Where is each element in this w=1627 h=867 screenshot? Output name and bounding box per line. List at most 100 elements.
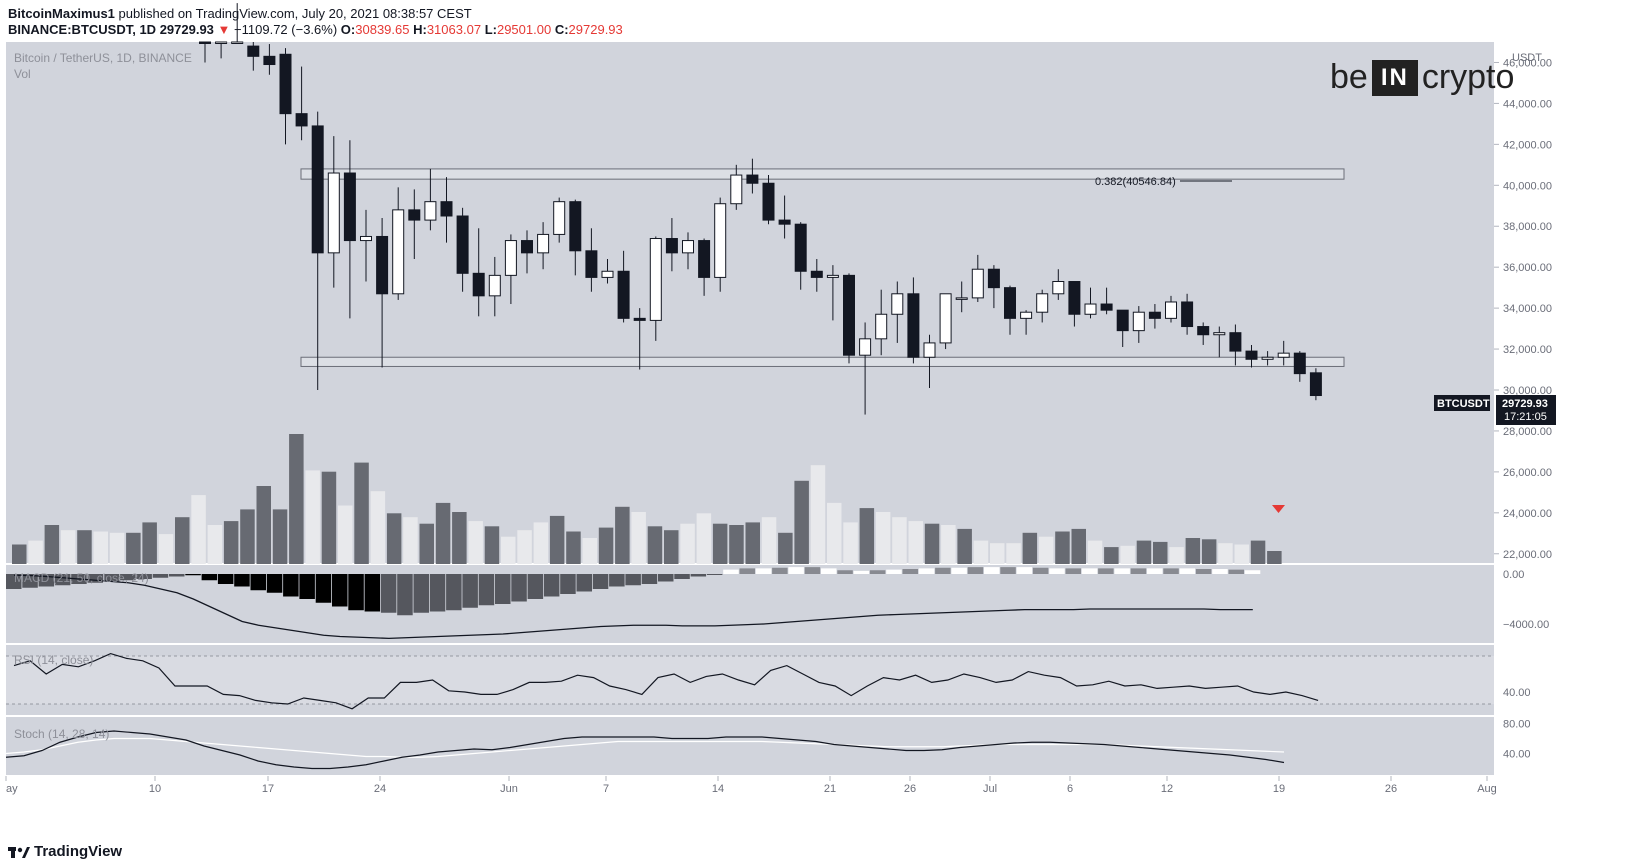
candle-body — [376, 235, 389, 295]
volume-bar — [745, 522, 760, 564]
volume-bar — [272, 509, 288, 564]
macd-histogram-bar — [869, 570, 886, 574]
high-value: 31063.07 — [426, 22, 482, 37]
volume-bar — [1267, 551, 1282, 564]
low-value: 29501.00 — [496, 22, 552, 37]
price-tick-label: 32,000.00 — [1503, 344, 1552, 356]
time-tick-label: 21 — [824, 783, 836, 795]
macd-tick-label: −4000.00 — [1503, 619, 1549, 631]
candle-body — [1116, 309, 1129, 332]
stoch-layer: 80.00 40.00 — [5, 719, 1531, 770]
published-text: published on TradingView.com, July 20, 2… — [118, 6, 472, 21]
macd-histogram-bar — [250, 574, 266, 591]
volume-bar — [12, 544, 27, 564]
volume-bar — [1169, 547, 1184, 564]
candle-body — [1309, 372, 1322, 397]
candle-body — [215, 41, 228, 44]
macd-histogram-bar — [120, 574, 136, 581]
time-tick-label: 26 — [1385, 783, 1397, 795]
publication-header: BitcoinMaximus1 published on TradingView… — [0, 0, 1627, 42]
price-tick-label: 42,000.00 — [1503, 139, 1552, 151]
macd-histogram-bar — [918, 568, 935, 574]
price-pane-bg — [6, 42, 1494, 564]
fib-label: 0.382(40546.84) — [1095, 176, 1176, 188]
volume-bar — [973, 540, 989, 564]
volume-bar — [892, 517, 907, 564]
macd-histogram-bar — [266, 574, 283, 593]
volume-bar — [1250, 540, 1266, 564]
volume-bar — [1006, 543, 1021, 564]
last-price-tag-value: 29729.93 — [1502, 398, 1548, 410]
candle-body — [311, 125, 324, 254]
price-tick-label: 46,000.00 — [1503, 57, 1552, 69]
volume-bar — [28, 540, 43, 564]
candle-body — [1245, 350, 1258, 360]
rsi-band — [6, 656, 1494, 704]
candle-body — [649, 238, 662, 321]
candle-body — [456, 215, 469, 274]
volume-bar — [1104, 547, 1119, 564]
price-tick-label: 44,000.00 — [1503, 98, 1552, 110]
volume-bar — [908, 521, 923, 564]
macd-histogram-bar — [804, 567, 821, 574]
volume-bar — [207, 525, 223, 564]
volume-bar — [240, 509, 255, 564]
brand-box: IN — [1371, 59, 1418, 96]
candle-body — [859, 338, 872, 356]
volume-bar — [827, 502, 842, 564]
volume-bar — [696, 513, 712, 564]
volume-bar — [1218, 543, 1233, 564]
vol-label: Vol — [14, 67, 31, 81]
candle-body — [891, 293, 904, 315]
author-line: BitcoinMaximus1 published on TradingView… — [8, 6, 472, 21]
candle-body — [907, 293, 920, 358]
tradingview-footer[interactable]: TradingView — [8, 843, 122, 860]
volume-bar — [109, 532, 125, 564]
low-label: L: — [484, 22, 497, 37]
volume-bar — [419, 523, 434, 564]
macd-histogram-bar — [755, 568, 772, 574]
time-tick-label: 17 — [262, 783, 274, 795]
chart-canvas[interactable]: 22,000.00 24,000.00 26,000.00 28,000.00 30,0… — [0, 0, 1627, 835]
macd-histogram-bar — [22, 574, 38, 588]
time-tick-label: 19 — [1273, 783, 1285, 795]
down-arrow-icon — [1272, 505, 1285, 513]
price-tick-label: 28,000.00 — [1503, 426, 1552, 438]
candle-body — [1261, 356, 1274, 360]
macd-histogram-bar — [560, 574, 576, 594]
volume-bar — [924, 523, 940, 564]
volume-bar — [1185, 538, 1201, 564]
ohlc-line: BINANCE:BTCUSDT, 1D 29729.93 ▼ −1109.72 … — [8, 22, 623, 37]
macd-histogram-bar — [217, 574, 234, 584]
candle-body — [955, 297, 968, 300]
macd-histogram-bar — [380, 574, 397, 613]
macd-tick-label: 0.00 — [1503, 569, 1524, 581]
volume-bar — [794, 480, 809, 564]
macd-histogram-bar — [6, 574, 22, 589]
volume-bar — [60, 530, 76, 564]
macd-histogram-bar — [723, 569, 739, 574]
volume-bar — [843, 522, 858, 564]
macd-histogram-bar — [1195, 569, 1212, 574]
stoch-k-line — [5, 730, 1285, 770]
volume-bar — [631, 512, 646, 564]
volume-bar — [338, 505, 353, 564]
tradingview-logo-text: TradingView — [34, 843, 123, 860]
macd-histogram-bar — [1032, 567, 1049, 574]
volume-bar — [1038, 536, 1054, 564]
candle-body — [633, 317, 646, 321]
macd-histogram-bar — [169, 574, 185, 577]
time-tick-label: 12 — [1161, 783, 1173, 795]
candle-body — [199, 41, 211, 44]
change-down-icon: ▼ — [217, 22, 231, 37]
author-name[interactable]: BitcoinMaximus1 — [8, 6, 115, 21]
rsi-line — [13, 652, 1319, 710]
candle-body — [488, 274, 501, 297]
macd-histogram-bar — [348, 574, 364, 611]
candle-body — [987, 268, 1000, 289]
macd-histogram-bar — [1114, 568, 1130, 574]
candle-body — [746, 174, 759, 184]
macd-histogram-bar — [543, 574, 560, 597]
candle-body — [424, 201, 437, 221]
price-tick-label: 30,000.00 — [1503, 385, 1552, 397]
